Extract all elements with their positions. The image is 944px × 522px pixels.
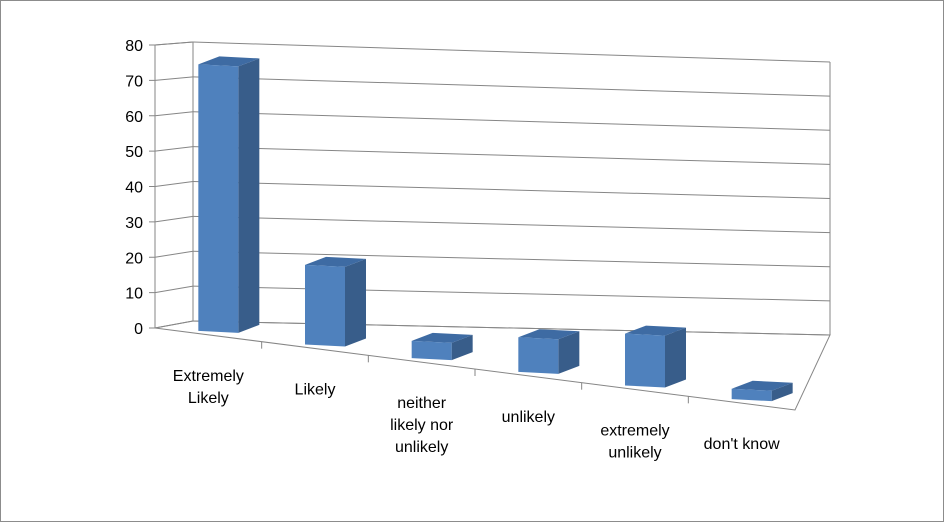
y-tick-label: 40 bbox=[125, 180, 143, 197]
gridline-40 bbox=[192, 181, 831, 199]
y-tick-label: 10 bbox=[125, 286, 143, 303]
bar-front bbox=[625, 333, 665, 388]
y-tick-label: 80 bbox=[125, 38, 143, 55]
bar-side bbox=[558, 331, 580, 374]
bar-top bbox=[198, 56, 260, 67]
side-gridline bbox=[154, 250, 194, 258]
bar-side bbox=[345, 258, 366, 347]
bar-side bbox=[665, 327, 686, 388]
bar-1 bbox=[305, 256, 366, 347]
bar-side bbox=[238, 58, 260, 333]
bar-4 bbox=[625, 325, 686, 388]
gridline-80 bbox=[192, 41, 831, 63]
bar-front bbox=[198, 64, 239, 333]
bar-5 bbox=[731, 380, 793, 402]
bar-front bbox=[518, 337, 559, 374]
side-gridline bbox=[154, 146, 194, 152]
y-tick-label: 70 bbox=[125, 73, 143, 90]
bar-top bbox=[518, 329, 580, 340]
y-tick-label: 0 bbox=[134, 321, 143, 338]
bar-2 bbox=[411, 332, 473, 361]
x-tick-label: Likely bbox=[295, 382, 336, 399]
bar-side bbox=[771, 382, 793, 402]
gridline-20 bbox=[192, 250, 831, 268]
bar-top bbox=[731, 380, 793, 391]
y-tick-label: 50 bbox=[125, 144, 143, 161]
side-gridline bbox=[154, 181, 194, 187]
x-tick-label: Extremely Likely bbox=[173, 368, 244, 407]
bar-front bbox=[305, 264, 345, 347]
floor bbox=[154, 320, 831, 411]
y-tick-label: 20 bbox=[125, 250, 143, 267]
side-gridline bbox=[154, 111, 194, 117]
x-tick-label: don't know bbox=[704, 436, 780, 453]
y-tick-label: 30 bbox=[125, 215, 143, 232]
bar-top bbox=[625, 325, 686, 336]
side-gridline bbox=[154, 41, 194, 46]
x-tick-label: neither likely nor unlikely bbox=[390, 395, 454, 456]
bar-top bbox=[305, 256, 366, 267]
bar-front bbox=[411, 340, 452, 361]
side-gridline bbox=[154, 76, 194, 81]
y-tick-label: 60 bbox=[125, 109, 143, 126]
gridline-60 bbox=[192, 111, 831, 131]
bar-top bbox=[411, 332, 473, 343]
side-gridline bbox=[154, 285, 194, 294]
x-tick-label: unlikely bbox=[502, 409, 555, 426]
bar-front bbox=[731, 388, 772, 402]
bar-0 bbox=[198, 56, 260, 333]
gridline-10 bbox=[192, 285, 831, 302]
gridline-30 bbox=[192, 215, 831, 234]
bar-side bbox=[451, 334, 473, 361]
bar-3 bbox=[518, 329, 580, 374]
side-gridline bbox=[154, 215, 194, 223]
x-tick-label: extremely unlikely bbox=[600, 423, 669, 462]
gridline-70 bbox=[192, 76, 831, 97]
gridline-50 bbox=[192, 146, 831, 165]
